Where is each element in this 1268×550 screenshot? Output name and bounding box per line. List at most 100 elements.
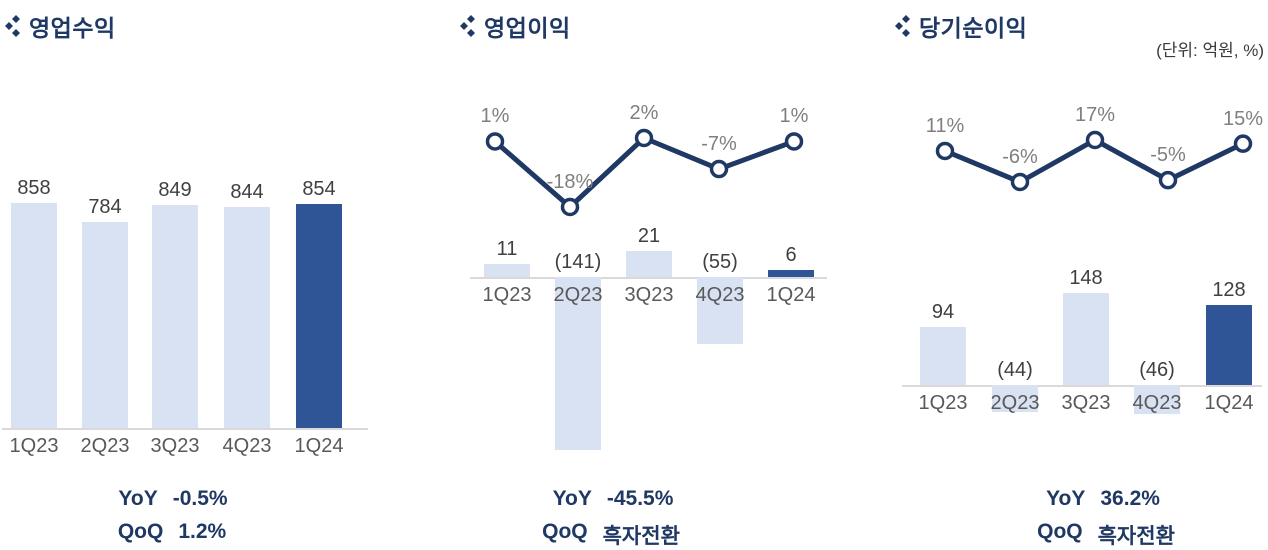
line-marker	[485, 132, 505, 151]
qoq-value: 흑자전환	[602, 525, 680, 548]
yoy-value: 36.2%	[1100, 487, 1160, 510]
axis-category-label: 4Q23	[1132, 392, 1182, 414]
qoq-label: QoQ	[1037, 520, 1083, 543]
axis-category-label: 3Q23	[624, 284, 674, 306]
x-axis-line	[902, 385, 1262, 387]
line-marker	[709, 159, 729, 179]
yoy-value: -45.5%	[606, 487, 674, 510]
yoy-metric-row: YoY 36.2%	[1046, 487, 1160, 511]
line-marker	[1010, 172, 1030, 192]
axis-category-label: 1Q23	[482, 284, 532, 306]
net-income-title: 당기순이익	[895, 9, 1027, 43]
axis-category-label: 1Q24	[1204, 392, 1254, 414]
growth-pct-label: 17%	[1074, 104, 1116, 126]
axis-category-label: 1Q23	[9, 435, 59, 457]
bar-value-label: 844	[230, 181, 264, 203]
qoq-value: 1.2%	[178, 520, 227, 543]
net-income-panel: 당기순이익 94 1Q23 (44) 2Q23 148 3Q23 (46) 4Q23 128 1Q…	[890, 0, 1268, 550]
bar-value-label: (141)	[554, 251, 602, 273]
bar-value-label: 854	[302, 178, 336, 200]
growth-rate-line-chart	[485, 128, 804, 217]
bar	[82, 222, 128, 428]
bar-value-label: 11	[496, 238, 518, 260]
axis-category-label: 2Q23	[553, 284, 603, 306]
bar-value-label: 148	[1069, 267, 1103, 289]
bar	[296, 204, 342, 428]
line-marker	[935, 141, 955, 161]
yoy-metric-row: YoY -45.5%	[553, 487, 674, 511]
bar	[697, 277, 743, 344]
axis-category-label: 1Q23	[918, 392, 968, 414]
operating-profit-panel: 영업이익 11 1Q23 (141) 2Q23 21 3Q23 (55) 4Q23 6 1Q24 1…	[455, 0, 855, 550]
line-marker	[560, 197, 580, 217]
line-marker	[1233, 134, 1253, 153]
qoq-label: QoQ	[117, 520, 164, 543]
line-marker	[1085, 130, 1105, 150]
bar	[224, 207, 270, 428]
diamond-bullet-icon	[460, 15, 475, 37]
axis-category-label: 2Q23	[990, 392, 1040, 414]
bar	[992, 385, 1038, 412]
bar-value-label: (44)	[997, 359, 1033, 381]
unit-note: (단위: 억원, %)	[1156, 41, 1264, 60]
operating-profit-title: 영업이익	[460, 9, 571, 43]
bar	[1063, 293, 1109, 385]
bar-value-label: (46)	[1139, 359, 1175, 381]
bar	[626, 251, 672, 277]
bar-value-label: 849	[158, 179, 192, 201]
panel-title-text: 영업이익	[484, 15, 571, 41]
x-axis-line	[470, 277, 827, 279]
yoy-value: -0.5%	[172, 487, 228, 510]
yoy-metric-row: YoY -0.5%	[118, 487, 227, 511]
growth-pct-label: 11%	[925, 114, 965, 137]
qoq-value: 흑자전환	[1097, 525, 1175, 548]
panel-title-text: 당기순이익	[919, 15, 1028, 41]
bar-value-label: 858	[17, 177, 51, 199]
diamond-bullet-icon	[895, 15, 910, 37]
bar-value-label: 784	[88, 196, 122, 218]
growth-pct-label: -6%	[1002, 145, 1038, 168]
bar	[555, 277, 601, 450]
growth-pct-label: 15%	[1222, 107, 1264, 130]
line-path	[493, 135, 795, 211]
bar	[920, 327, 966, 385]
bar	[1134, 385, 1180, 414]
axis-category-label: 3Q23	[150, 435, 200, 457]
bar	[152, 205, 198, 428]
operating-revenue-panel: 영업수익 858 1Q23 784 2Q23 849 3Q23 844 4Q23 854 1Q24…	[0, 0, 430, 550]
net-income-chart: 94 1Q23 (44) 2Q23 148 3Q23 (46) 4Q23 128 1Q24 11% -…	[890, 0, 1268, 550]
growth-rate-line-chart	[935, 130, 1253, 192]
axis-category-label: 2Q23	[80, 435, 130, 457]
operating-revenue-chart: 858 1Q23 784 2Q23 849 3Q23 844 4Q23 854 1Q24	[0, 0, 430, 550]
line-marker	[634, 128, 654, 148]
axis-category-label: 4Q23	[695, 284, 745, 306]
bar	[768, 270, 814, 277]
operating-revenue-title: 영업수익	[5, 9, 116, 43]
yoy-label: YoY	[552, 487, 592, 510]
growth-pct-label: 1%	[480, 105, 510, 128]
growth-pct-label: -5%	[1150, 144, 1186, 167]
bar	[1206, 305, 1252, 385]
axis-category-label: 1Q24	[766, 284, 816, 306]
growth-pct-label: 1%	[779, 105, 809, 128]
axis-category-label: 4Q23	[222, 435, 272, 457]
yoy-label: YoY	[118, 487, 158, 510]
axis-category-label: 3Q23	[1061, 392, 1111, 414]
growth-pct-label: -7%	[701, 133, 737, 156]
x-axis-line	[2, 428, 368, 430]
qoq-label: QoQ	[542, 520, 588, 543]
line-marker	[784, 132, 804, 151]
growth-pct-label: 2%	[629, 102, 659, 124]
bar	[484, 264, 530, 277]
operating-profit-chart: 11 1Q23 (141) 2Q23 21 3Q23 (55) 4Q23 6 1Q24 1% -18%…	[455, 0, 855, 550]
qoq-metric-row: QoQ 흑자전환	[1037, 520, 1175, 550]
growth-pct-label: -18%	[546, 171, 594, 193]
panel-title-text: 영업수익	[29, 15, 116, 41]
bar-value-label: (55)	[702, 251, 738, 273]
yoy-label: YoY	[1046, 487, 1086, 510]
bar	[11, 203, 57, 428]
qoq-metric-row: QoQ 흑자전환	[542, 520, 680, 550]
bar-value-label: 128	[1212, 279, 1246, 301]
bar-value-label: 21	[637, 225, 661, 247]
